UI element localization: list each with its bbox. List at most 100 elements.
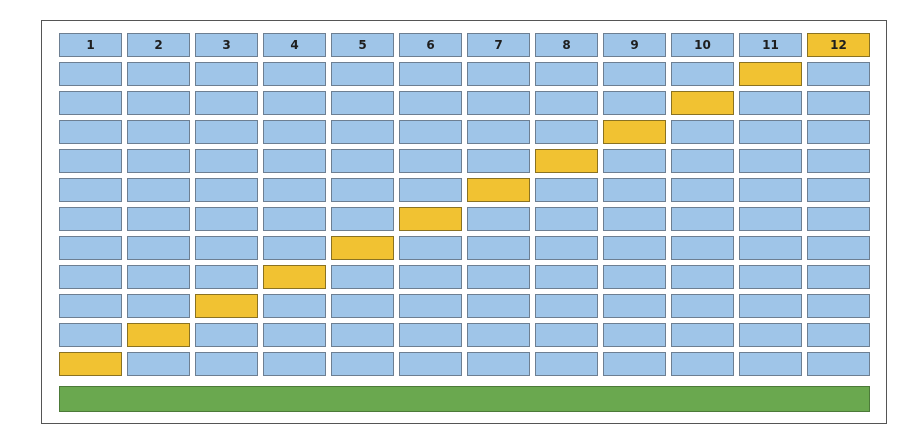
- grid-cell: [671, 352, 734, 376]
- highlighted-cell: [195, 294, 258, 318]
- grid-cell: [399, 120, 462, 144]
- grid-cell: [807, 294, 870, 318]
- grid-cell: [127, 178, 190, 202]
- grid-cell: [127, 120, 190, 144]
- grid-cell: [331, 91, 394, 115]
- grid-cell: [535, 91, 598, 115]
- grid-cell: [739, 149, 802, 173]
- grid-cell: [399, 91, 462, 115]
- grid-cell: [399, 178, 462, 202]
- grid-cell: [399, 62, 462, 86]
- grid-cell: [739, 323, 802, 347]
- grid-cell: [331, 294, 394, 318]
- grid-cell: [399, 352, 462, 376]
- grid-cell: [603, 352, 666, 376]
- grid-cell: [467, 91, 530, 115]
- grid-cell: [59, 265, 122, 289]
- grid-cell: [195, 62, 258, 86]
- header-cell-9: 9: [603, 33, 666, 57]
- header-cell-1: 1: [59, 33, 122, 57]
- header-cell-3: 3: [195, 33, 258, 57]
- grid-cell: [535, 178, 598, 202]
- grid-cell: [807, 149, 870, 173]
- grid-cell: [127, 149, 190, 173]
- grid-cell: [739, 91, 802, 115]
- grid-cell: [127, 207, 190, 231]
- grid-cell: [59, 120, 122, 144]
- grid-cell: [195, 120, 258, 144]
- grid-cell: [807, 265, 870, 289]
- grid-cell: [59, 178, 122, 202]
- header-cell-2: 2: [127, 33, 190, 57]
- grid-cell: [467, 207, 530, 231]
- header-cell-8: 8: [535, 33, 598, 57]
- grid-cell: [59, 236, 122, 260]
- grid-cell: [263, 62, 326, 86]
- grid-cell: [671, 265, 734, 289]
- grid-cell: [467, 236, 530, 260]
- grid-cell: [331, 120, 394, 144]
- grid-cell: [331, 207, 394, 231]
- grid-cell: [127, 91, 190, 115]
- grid-cell: [263, 207, 326, 231]
- grid-cell: [671, 236, 734, 260]
- grid-cell: [535, 207, 598, 231]
- grid-cell: [263, 178, 326, 202]
- grid-cell: [603, 178, 666, 202]
- header-cell-12: 12: [807, 33, 870, 57]
- highlighted-cell: [331, 236, 394, 260]
- diagram-frame: 1 2 3 4 5 6 7 8 9 10 11 12: [41, 20, 887, 424]
- grid-cell: [127, 265, 190, 289]
- grid-cell: [603, 149, 666, 173]
- grid-cell: [127, 236, 190, 260]
- header-cell-4: 4: [263, 33, 326, 57]
- grid-cell: [467, 62, 530, 86]
- highlighted-cell: [467, 178, 530, 202]
- cell-grid: 1 2 3 4 5 6 7 8 9 10 11 12: [59, 33, 870, 376]
- grid-cell: [671, 178, 734, 202]
- grid-cell: [807, 207, 870, 231]
- grid-cell: [399, 236, 462, 260]
- grid-cell: [263, 149, 326, 173]
- grid-cell: [467, 323, 530, 347]
- green-bar: [59, 386, 870, 412]
- header-cell-11: 11: [739, 33, 802, 57]
- grid-cell: [603, 265, 666, 289]
- highlighted-cell: [127, 323, 190, 347]
- grid-cell: [603, 207, 666, 231]
- grid-cell: [739, 120, 802, 144]
- highlighted-cell: [671, 91, 734, 115]
- highlighted-cell: [739, 62, 802, 86]
- grid-cell: [467, 120, 530, 144]
- grid-cell: [263, 352, 326, 376]
- grid-cell: [399, 294, 462, 318]
- grid-cell: [535, 62, 598, 86]
- grid-cell: [59, 207, 122, 231]
- highlighted-cell: [399, 207, 462, 231]
- grid-cell: [127, 62, 190, 86]
- grid-cell: [263, 120, 326, 144]
- grid-cell: [331, 323, 394, 347]
- grid-cell: [739, 352, 802, 376]
- grid-cell: [535, 294, 598, 318]
- grid-cell: [195, 236, 258, 260]
- grid-cell: [739, 265, 802, 289]
- grid-cell: [263, 236, 326, 260]
- grid-cell: [603, 323, 666, 347]
- grid-cell: [331, 265, 394, 289]
- grid-cell: [263, 294, 326, 318]
- grid-cell: [399, 265, 462, 289]
- grid-cell: [467, 294, 530, 318]
- grid-cell: [263, 323, 326, 347]
- grid-cell: [59, 149, 122, 173]
- grid-cell: [807, 62, 870, 86]
- highlighted-cell: [535, 149, 598, 173]
- grid-cell: [195, 323, 258, 347]
- grid-cell: [603, 91, 666, 115]
- grid-cell: [467, 265, 530, 289]
- grid-cell: [467, 149, 530, 173]
- header-cell-6: 6: [399, 33, 462, 57]
- grid-cell: [195, 149, 258, 173]
- grid-cell: [399, 149, 462, 173]
- grid-cell: [671, 149, 734, 173]
